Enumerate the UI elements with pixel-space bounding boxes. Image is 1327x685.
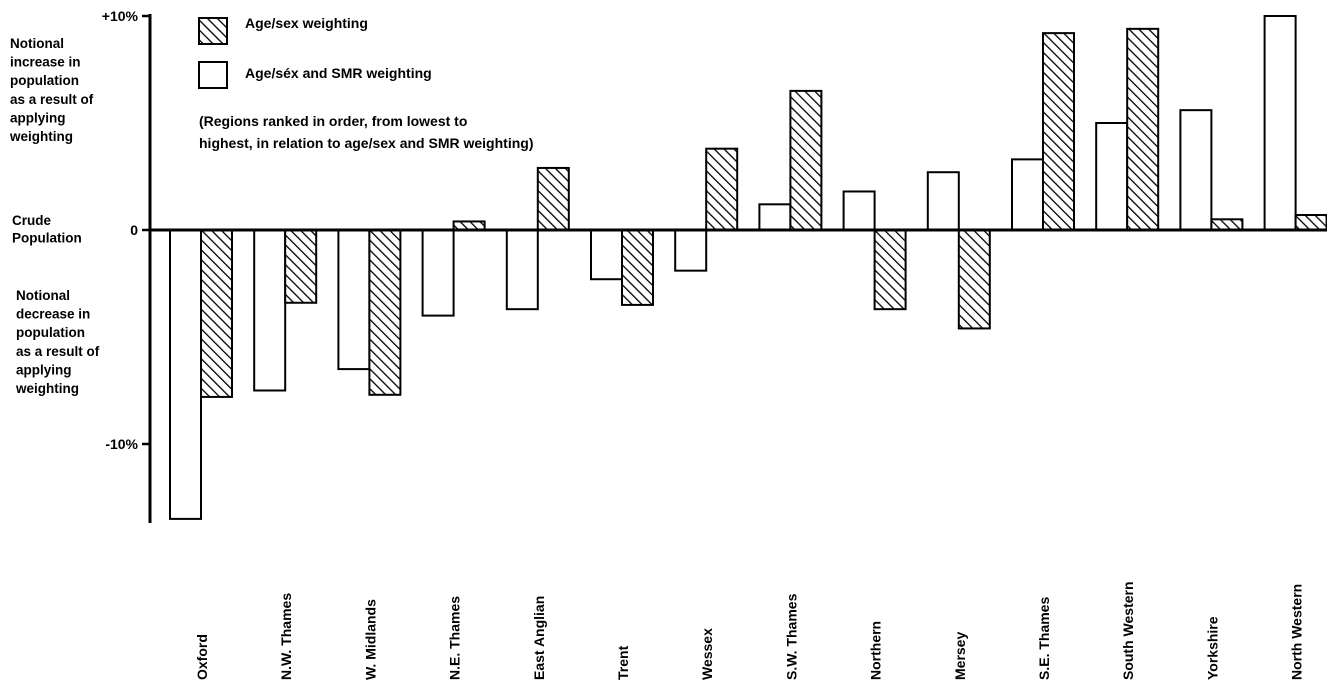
bar-age-sex-smr-7 [758, 203, 792, 232]
category-label: S.W. Thames [783, 593, 799, 680]
decrease-annotation-line: decrease in [16, 307, 90, 322]
legend-swatch-open [198, 61, 228, 89]
category-label: Wessex [699, 628, 715, 680]
category-label: Trent [615, 645, 631, 680]
bar-age-sex-1 [284, 229, 318, 304]
category-label: East Anglian [531, 596, 547, 680]
category-label: W. Midlands [362, 599, 378, 680]
bar-age-sex-smr-3 [421, 229, 455, 317]
bar-age-sex-9 [957, 229, 991, 330]
category-label: Oxford [194, 634, 210, 680]
increase-annotation-line: applying [10, 110, 66, 125]
bar-age-sex-smr-13 [1263, 15, 1297, 231]
decrease-annotation-line: population [16, 325, 85, 340]
increase-annotation-line: Notional [10, 36, 64, 51]
bar-age-sex-8 [873, 229, 907, 311]
increase-annotation-line: population [10, 73, 79, 88]
bar-age-sex-6 [705, 147, 739, 231]
decrease-annotation-line: applying [16, 362, 72, 377]
bar-age-sex-smr-12 [1179, 109, 1213, 231]
bar-age-sex-smr-5 [590, 229, 623, 281]
bar-age-sex-smr-11 [1095, 122, 1129, 231]
category-label: Northern [868, 621, 884, 680]
category-label: Mersey [952, 632, 968, 680]
legend-label: Age/séx and SMR weighting [245, 65, 432, 81]
category-label: North Western [1289, 584, 1305, 680]
category-label: Yorkshire [1204, 616, 1220, 680]
bar-age-sex-smr-2 [337, 229, 371, 371]
bar-age-sex-11 [1126, 27, 1160, 232]
bar-age-sex-13 [1294, 214, 1327, 232]
category-label: S.E. Thames [1036, 597, 1052, 680]
increase-annotation-line: weighting [9, 129, 73, 144]
chart-note: highest, in relation to age/sex and SMR … [199, 135, 533, 151]
bar-age-sex-smr-10 [1011, 158, 1044, 232]
bar-age-sex-10 [1042, 32, 1075, 232]
decrease-annotation-line: Notional [16, 288, 70, 303]
bar-age-sex-smr-4 [505, 229, 539, 311]
bar-age-sex-smr-0 [169, 229, 202, 520]
bar-age-sex-0 [200, 229, 233, 398]
decrease-annotation-line: as a result of [16, 344, 100, 359]
axis-layer: +10% 0 -10% [102, 8, 1327, 523]
bar-age-sex-7 [789, 89, 823, 232]
bar-age-sex-smr-1 [253, 229, 287, 392]
decrease-annotation-line: weighting [15, 381, 79, 396]
y-tick-label: +10% [102, 8, 139, 24]
bar-age-sex-2 [368, 229, 402, 396]
increase-annotation-line: increase in [10, 55, 81, 70]
category-label: N.E. Thames [447, 596, 463, 680]
category-label: N.W. Thames [278, 593, 294, 680]
bar-age-sex-5 [621, 229, 654, 306]
bar-age-sex-12 [1210, 218, 1244, 232]
bar-age-sex-smr-9 [926, 171, 960, 231]
chart-note: (Regions ranked in order, from lowest to [199, 113, 467, 129]
category-label: South Western [1120, 581, 1136, 680]
bars-layer [169, 15, 1327, 520]
labels-layer: Oxford N.W. Thames W. Midlands N.E. Thames E… [9, 15, 1305, 680]
bar-age-sex-4 [536, 166, 570, 232]
legend-label: Age/sex weighting [245, 15, 368, 31]
bar-age-sex-smr-8 [842, 190, 876, 231]
y-tick-label: -10% [105, 436, 138, 452]
crude-population-label: Crude [12, 213, 51, 228]
bar-age-sex-smr-6 [674, 229, 708, 272]
legend-swatch-hatched [198, 17, 228, 45]
y-tick-label: 0 [130, 222, 138, 238]
crude-population-label: Population [12, 231, 82, 246]
increase-annotation-line: as a result of [10, 92, 94, 107]
